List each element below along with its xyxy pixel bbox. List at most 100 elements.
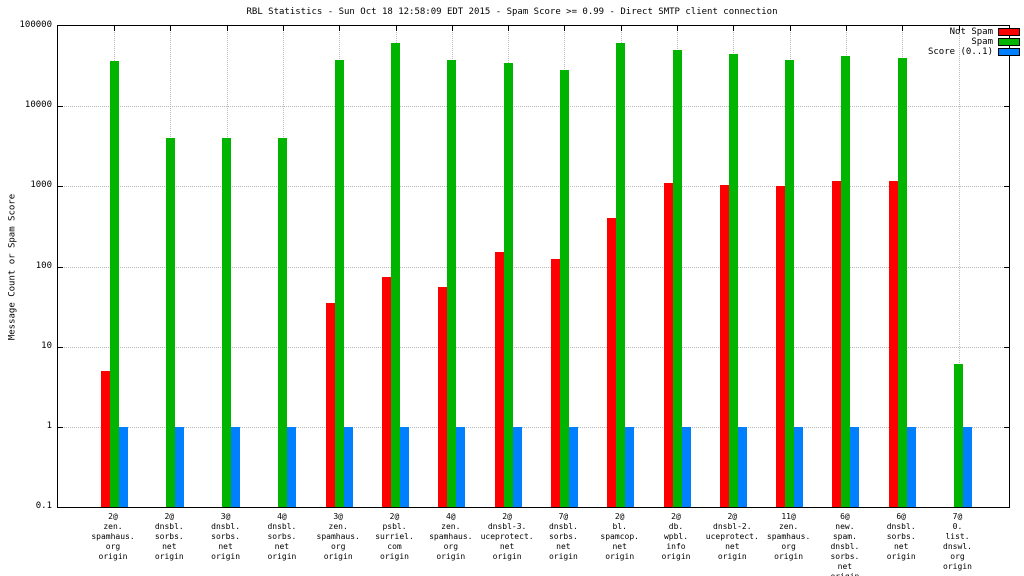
- x-tick-label: 2@ zen. spamhaus. org origin: [91, 512, 135, 561]
- x-tick-label: 4@ dnsbl. sorbs. net origin: [267, 512, 297, 561]
- y-tick-label: 0.1: [35, 501, 52, 511]
- y-gridline: [58, 186, 1009, 188]
- x-axis-tick: [395, 26, 397, 31]
- legend-item: Spam: [928, 37, 1020, 47]
- x-tick-label: 3@ zen. spamhaus. org origin: [316, 512, 360, 561]
- bar-spam: [954, 364, 963, 507]
- x-tick-label: 6@ new. spam. dnsbl. sorbs. net origin: [830, 512, 860, 576]
- legend-swatch: [998, 28, 1020, 36]
- bar-spam: [165, 138, 175, 507]
- bar-spam: [503, 62, 513, 507]
- bar-not-spam: [382, 276, 391, 507]
- bar-score-0-1-: [568, 426, 578, 507]
- bar-score-0-1-: [343, 426, 353, 507]
- y-axis-tick: [58, 346, 63, 348]
- legend-label: Spam: [971, 37, 993, 47]
- bar-spam: [841, 56, 851, 507]
- bar-score-0-1-: [456, 426, 466, 507]
- bar-not-spam: [832, 181, 842, 507]
- bar-not-spam: [607, 218, 617, 507]
- x-tick-label: 6@ dnsbl. sorbs. net origin: [886, 512, 916, 561]
- legend: Not Spam Spam Score (0..1): [928, 27, 1020, 57]
- bar-not-spam: [719, 184, 729, 507]
- bar-not-spam: [888, 181, 898, 507]
- legend-swatch: [998, 48, 1020, 56]
- bar-not-spam: [325, 303, 335, 507]
- x-axis-tick: [339, 26, 341, 31]
- y-tick-label: 10000: [24, 100, 52, 111]
- x-gridline: [958, 26, 960, 507]
- x-tick-label: 2@ bl. spamcop. net origin: [600, 512, 639, 561]
- x-axis-tick: [564, 26, 566, 31]
- x-axis-tick: [620, 26, 622, 31]
- bar-score-0-1-: [231, 426, 241, 507]
- bar-spam: [447, 59, 457, 507]
- bar-not-spam: [776, 186, 786, 507]
- bar-score-0-1-: [400, 426, 409, 507]
- bar-spam: [785, 59, 795, 507]
- legend-label: Not Spam: [949, 27, 993, 37]
- bar-score-0-1-: [794, 426, 804, 507]
- y-tick-label: 1000: [30, 180, 52, 191]
- y-tick-label: 100: [35, 260, 52, 271]
- x-tick-label: 3@ dnsbl. sorbs. net origin: [211, 512, 241, 561]
- bar-not-spam: [663, 183, 673, 507]
- x-axis-tick: [677, 26, 678, 31]
- y-tick-label: 1: [46, 420, 52, 431]
- bar-score-0-1-: [174, 426, 184, 507]
- y-gridline: [58, 426, 1009, 428]
- x-tick-label: 4@ zen. spamhaus. org origin: [429, 512, 473, 561]
- y-axis-tick: [1004, 186, 1009, 188]
- y-gridline: [58, 266, 1009, 268]
- bar-spam: [616, 42, 626, 507]
- y-axis-tick: [58, 106, 63, 108]
- plot-area: [57, 25, 1010, 508]
- x-tick-label: 2@ dnsbl. sorbs. net origin: [154, 512, 184, 561]
- bar-not-spam: [100, 370, 110, 507]
- bar-score-0-1-: [737, 426, 747, 507]
- bar-not-spam: [550, 258, 560, 507]
- bar-spam: [222, 138, 232, 507]
- legend-swatch: [998, 38, 1020, 46]
- x-axis-tick: [114, 26, 115, 31]
- y-axis-tick: [58, 186, 63, 188]
- bar-spam: [109, 60, 119, 507]
- bar-score-0-1-: [850, 426, 860, 507]
- y-axis-tick: [1004, 346, 1009, 348]
- bar-not-spam: [438, 287, 448, 507]
- bar-score-0-1-: [963, 426, 972, 507]
- legend-item: Score (0..1): [928, 47, 1020, 57]
- x-tick-label: 2@ psbl. surriel. com origin: [375, 512, 414, 561]
- x-tick-label: 7@ 0. list. dnswl. org origin: [943, 512, 972, 571]
- bar-spam: [559, 70, 569, 507]
- y-gridline: [58, 106, 1009, 108]
- x-axis-tick: [226, 26, 228, 31]
- x-axis-tick: [845, 26, 847, 31]
- x-axis-tick: [170, 26, 172, 31]
- bar-spam: [897, 57, 907, 507]
- x-tick-label: 7@ dnsbl. sorbs. net origin: [548, 512, 578, 561]
- bar-score-0-1-: [625, 426, 635, 507]
- bar-spam: [334, 59, 344, 507]
- x-axis-tick: [451, 26, 453, 31]
- y-axis-tick: [1004, 426, 1009, 428]
- bar-score-0-1-: [681, 426, 691, 507]
- bar-spam: [391, 42, 400, 507]
- bar-not-spam: [494, 252, 504, 507]
- legend-item: Not Spam: [928, 27, 1020, 37]
- x-axis-tick: [958, 26, 960, 31]
- y-axis-tick: [1004, 106, 1009, 108]
- x-axis-tick: [733, 26, 735, 31]
- y-gridline: [58, 346, 1009, 348]
- x-tick-label: 2@ dnsbl-3. uceprotect. net origin: [480, 512, 534, 561]
- bar-score-0-1-: [118, 426, 128, 507]
- x-axis-tick: [282, 26, 284, 31]
- bar-score-0-1-: [287, 426, 297, 507]
- y-tick-label: 10: [41, 340, 52, 351]
- legend-label: Score (0..1): [927, 47, 993, 57]
- bar-spam: [728, 53, 738, 507]
- bar-spam: [278, 138, 288, 507]
- x-axis-tick: [789, 26, 791, 31]
- x-axis-tick: [902, 26, 904, 31]
